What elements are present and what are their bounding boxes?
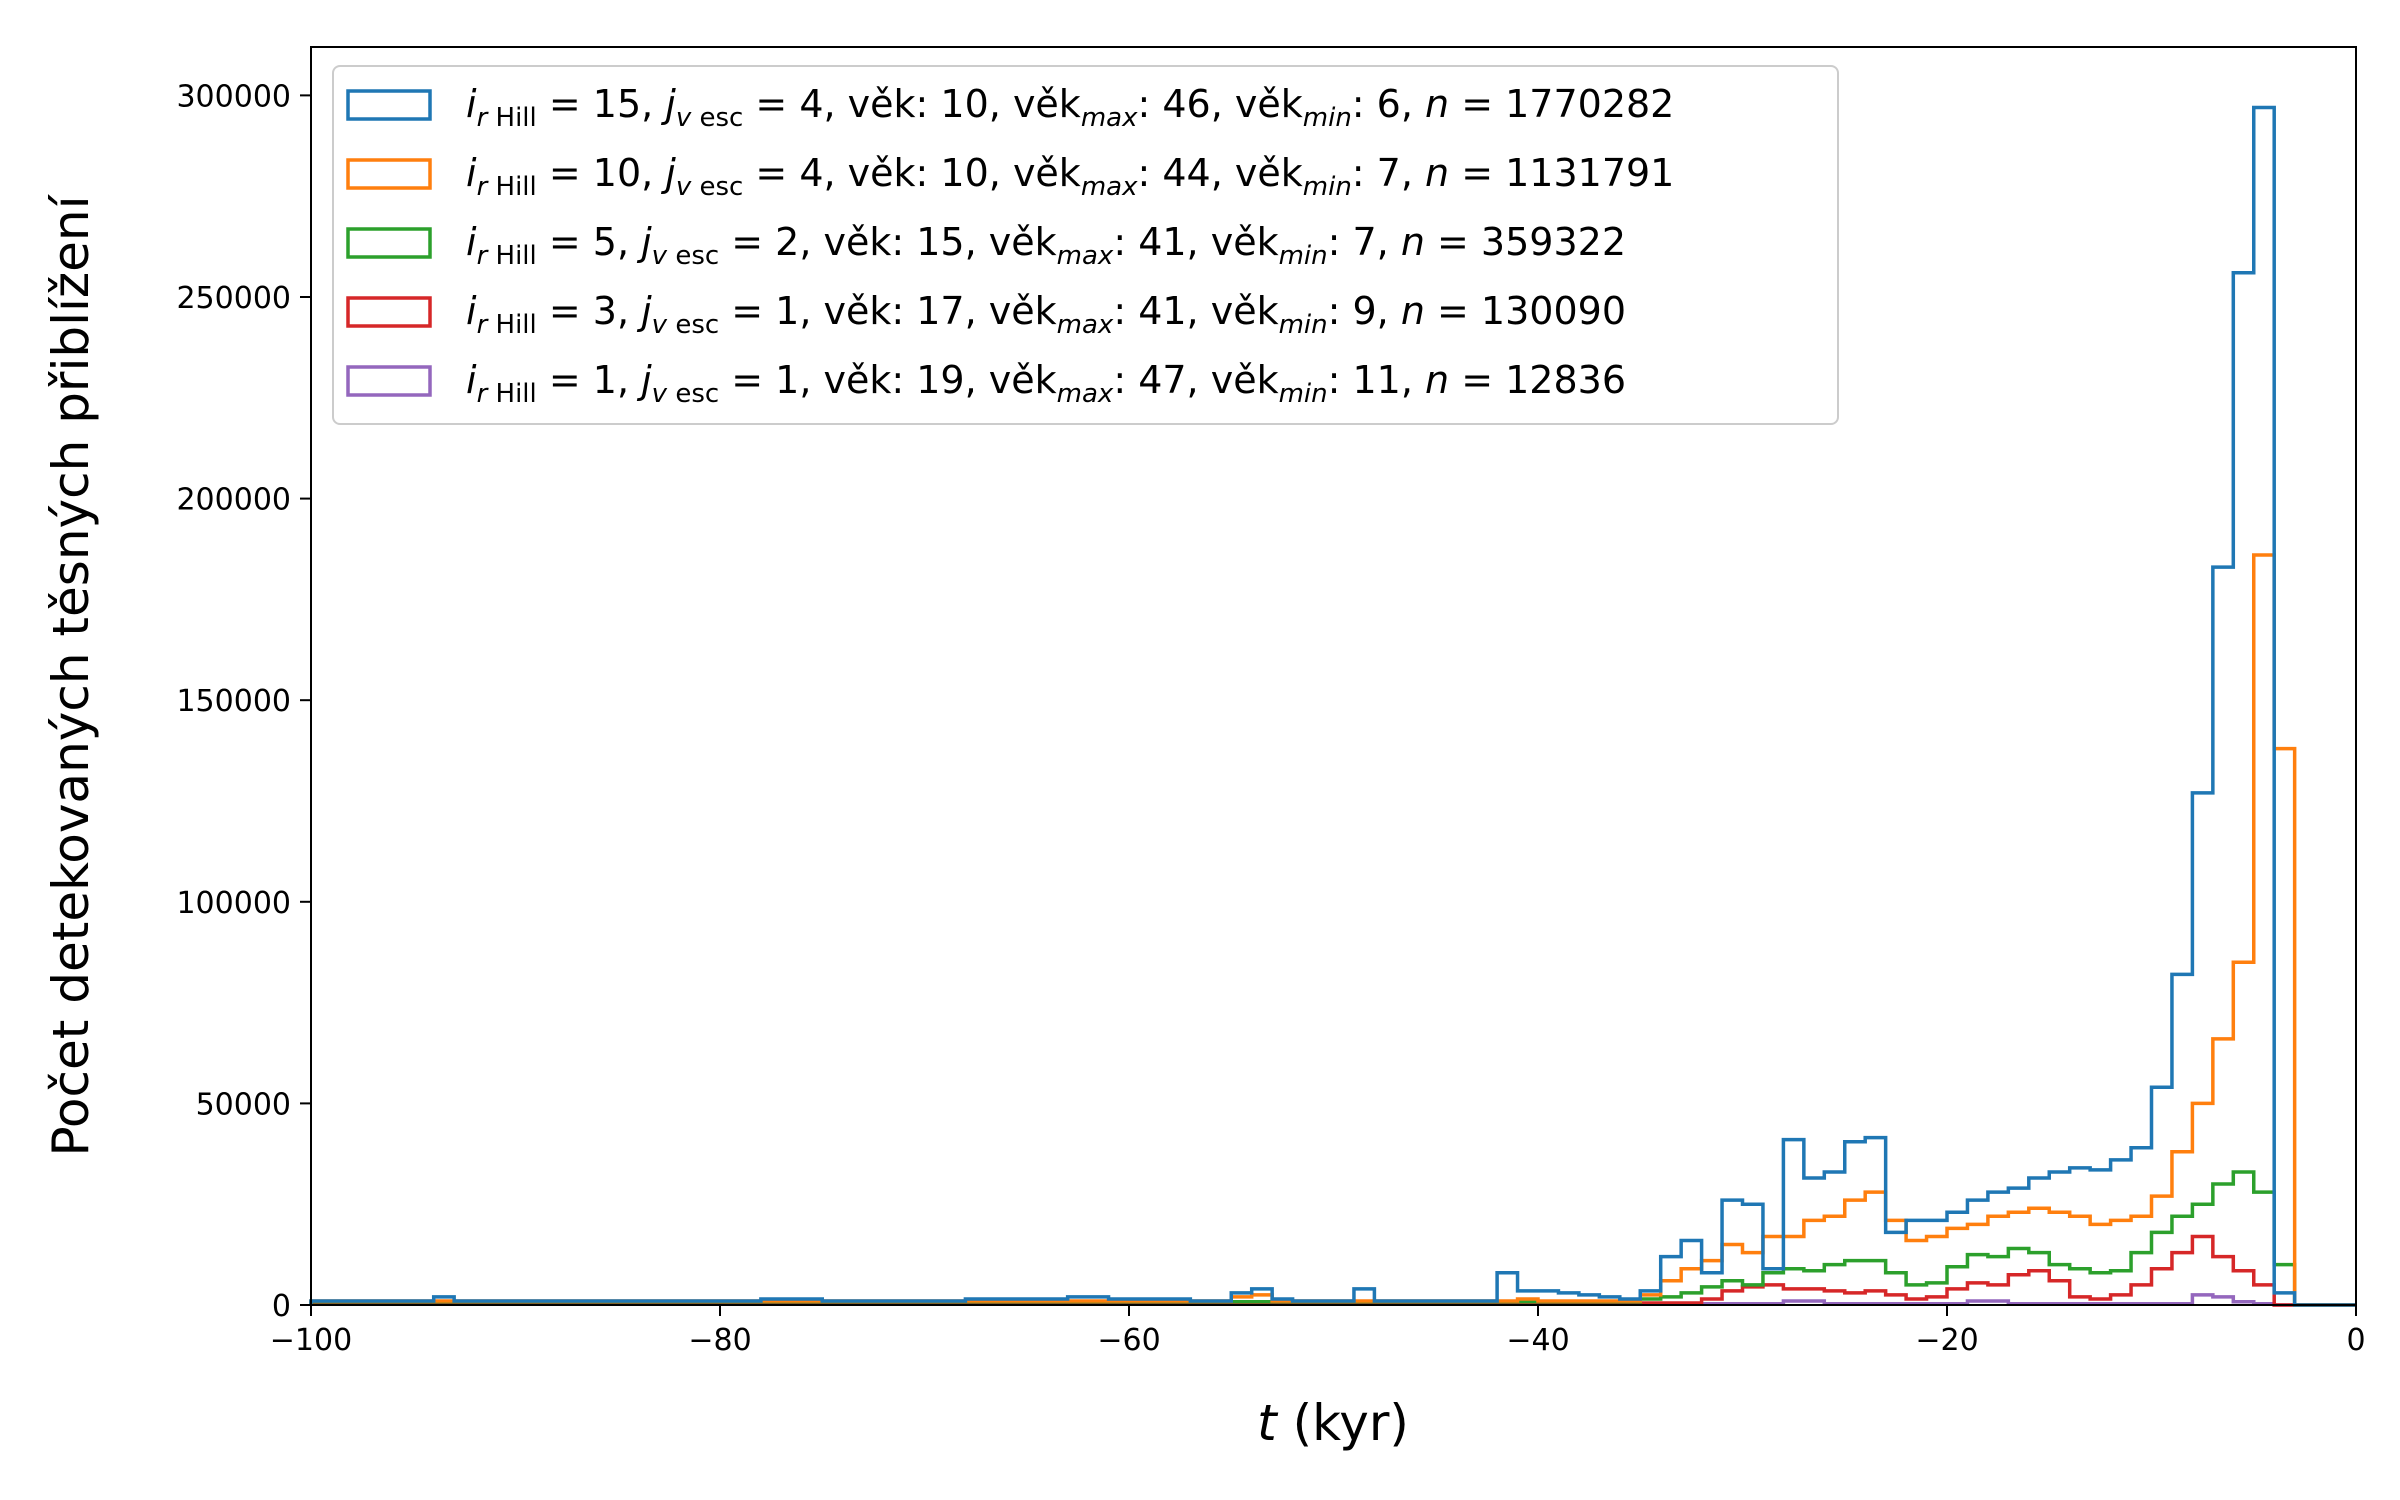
legend-box bbox=[332, 65, 1839, 425]
y-tick-label: 50000 bbox=[196, 1087, 291, 1122]
x-axis-title-unit: (kyr) bbox=[1277, 1394, 1409, 1452]
legend-entry-0: ir Hill = 15, jv esc = 4, věk: 10, věkma… bbox=[466, 82, 1674, 133]
x-axis-title-variable: t bbox=[1257, 1394, 1279, 1452]
y-tick-label: 100000 bbox=[176, 886, 291, 921]
y-axis: 0 50000 100000 150000 200000 250000 300000 bbox=[176, 79, 311, 1324]
plot-frame bbox=[310, 46, 2357, 1306]
x-tick-label: −60 bbox=[1097, 1323, 1160, 1358]
legend-entry-3: ir Hill = 3, jv esc = 1, věk: 17, věkmax… bbox=[466, 289, 1626, 340]
legend-entry-4: ir Hill = 1, jv esc = 1, věk: 19, věkmax… bbox=[466, 358, 1626, 409]
legend-entry-1: ir Hill = 10, jv esc = 4, věk: 10, věkma… bbox=[466, 151, 1674, 202]
legend-swatch-4 bbox=[346, 365, 432, 397]
x-tick-label: −40 bbox=[1506, 1323, 1569, 1358]
legend-swatch-3 bbox=[346, 296, 432, 328]
legend-swatch-2 bbox=[346, 227, 432, 259]
y-tick-label: 0 bbox=[272, 1289, 291, 1324]
legend-swatch-1 bbox=[346, 158, 432, 190]
legend-entry-2: ir Hill = 5, jv esc = 2, věk: 15, věkmax… bbox=[466, 220, 1626, 271]
series-0-histogram bbox=[309, 105, 2356, 1307]
x-tick-label: 0 bbox=[2346, 1323, 2365, 1358]
x-tick-label: −100 bbox=[270, 1323, 352, 1358]
y-tick-label: 300000 bbox=[176, 79, 291, 114]
y-tick-label: 200000 bbox=[176, 483, 291, 518]
x-tick-label: −20 bbox=[1915, 1323, 1978, 1358]
series-layer bbox=[309, 105, 2356, 1307]
x-axis: −100 −80 −60 −40 −20 0 bbox=[270, 1305, 2366, 1358]
legend: ir Hill = 15, jv esc = 4, věk: 10, věkma… bbox=[332, 65, 1839, 425]
x-axis-title: t (kyr) bbox=[1257, 1394, 1409, 1452]
y-tick-label: 150000 bbox=[176, 684, 291, 719]
legend-swatch-0 bbox=[346, 89, 432, 121]
y-axis-title: Počet detekovaných těsných přiblížení bbox=[42, 193, 100, 1156]
x-tick-label: −80 bbox=[688, 1323, 751, 1358]
y-tick-label: 250000 bbox=[176, 281, 291, 316]
